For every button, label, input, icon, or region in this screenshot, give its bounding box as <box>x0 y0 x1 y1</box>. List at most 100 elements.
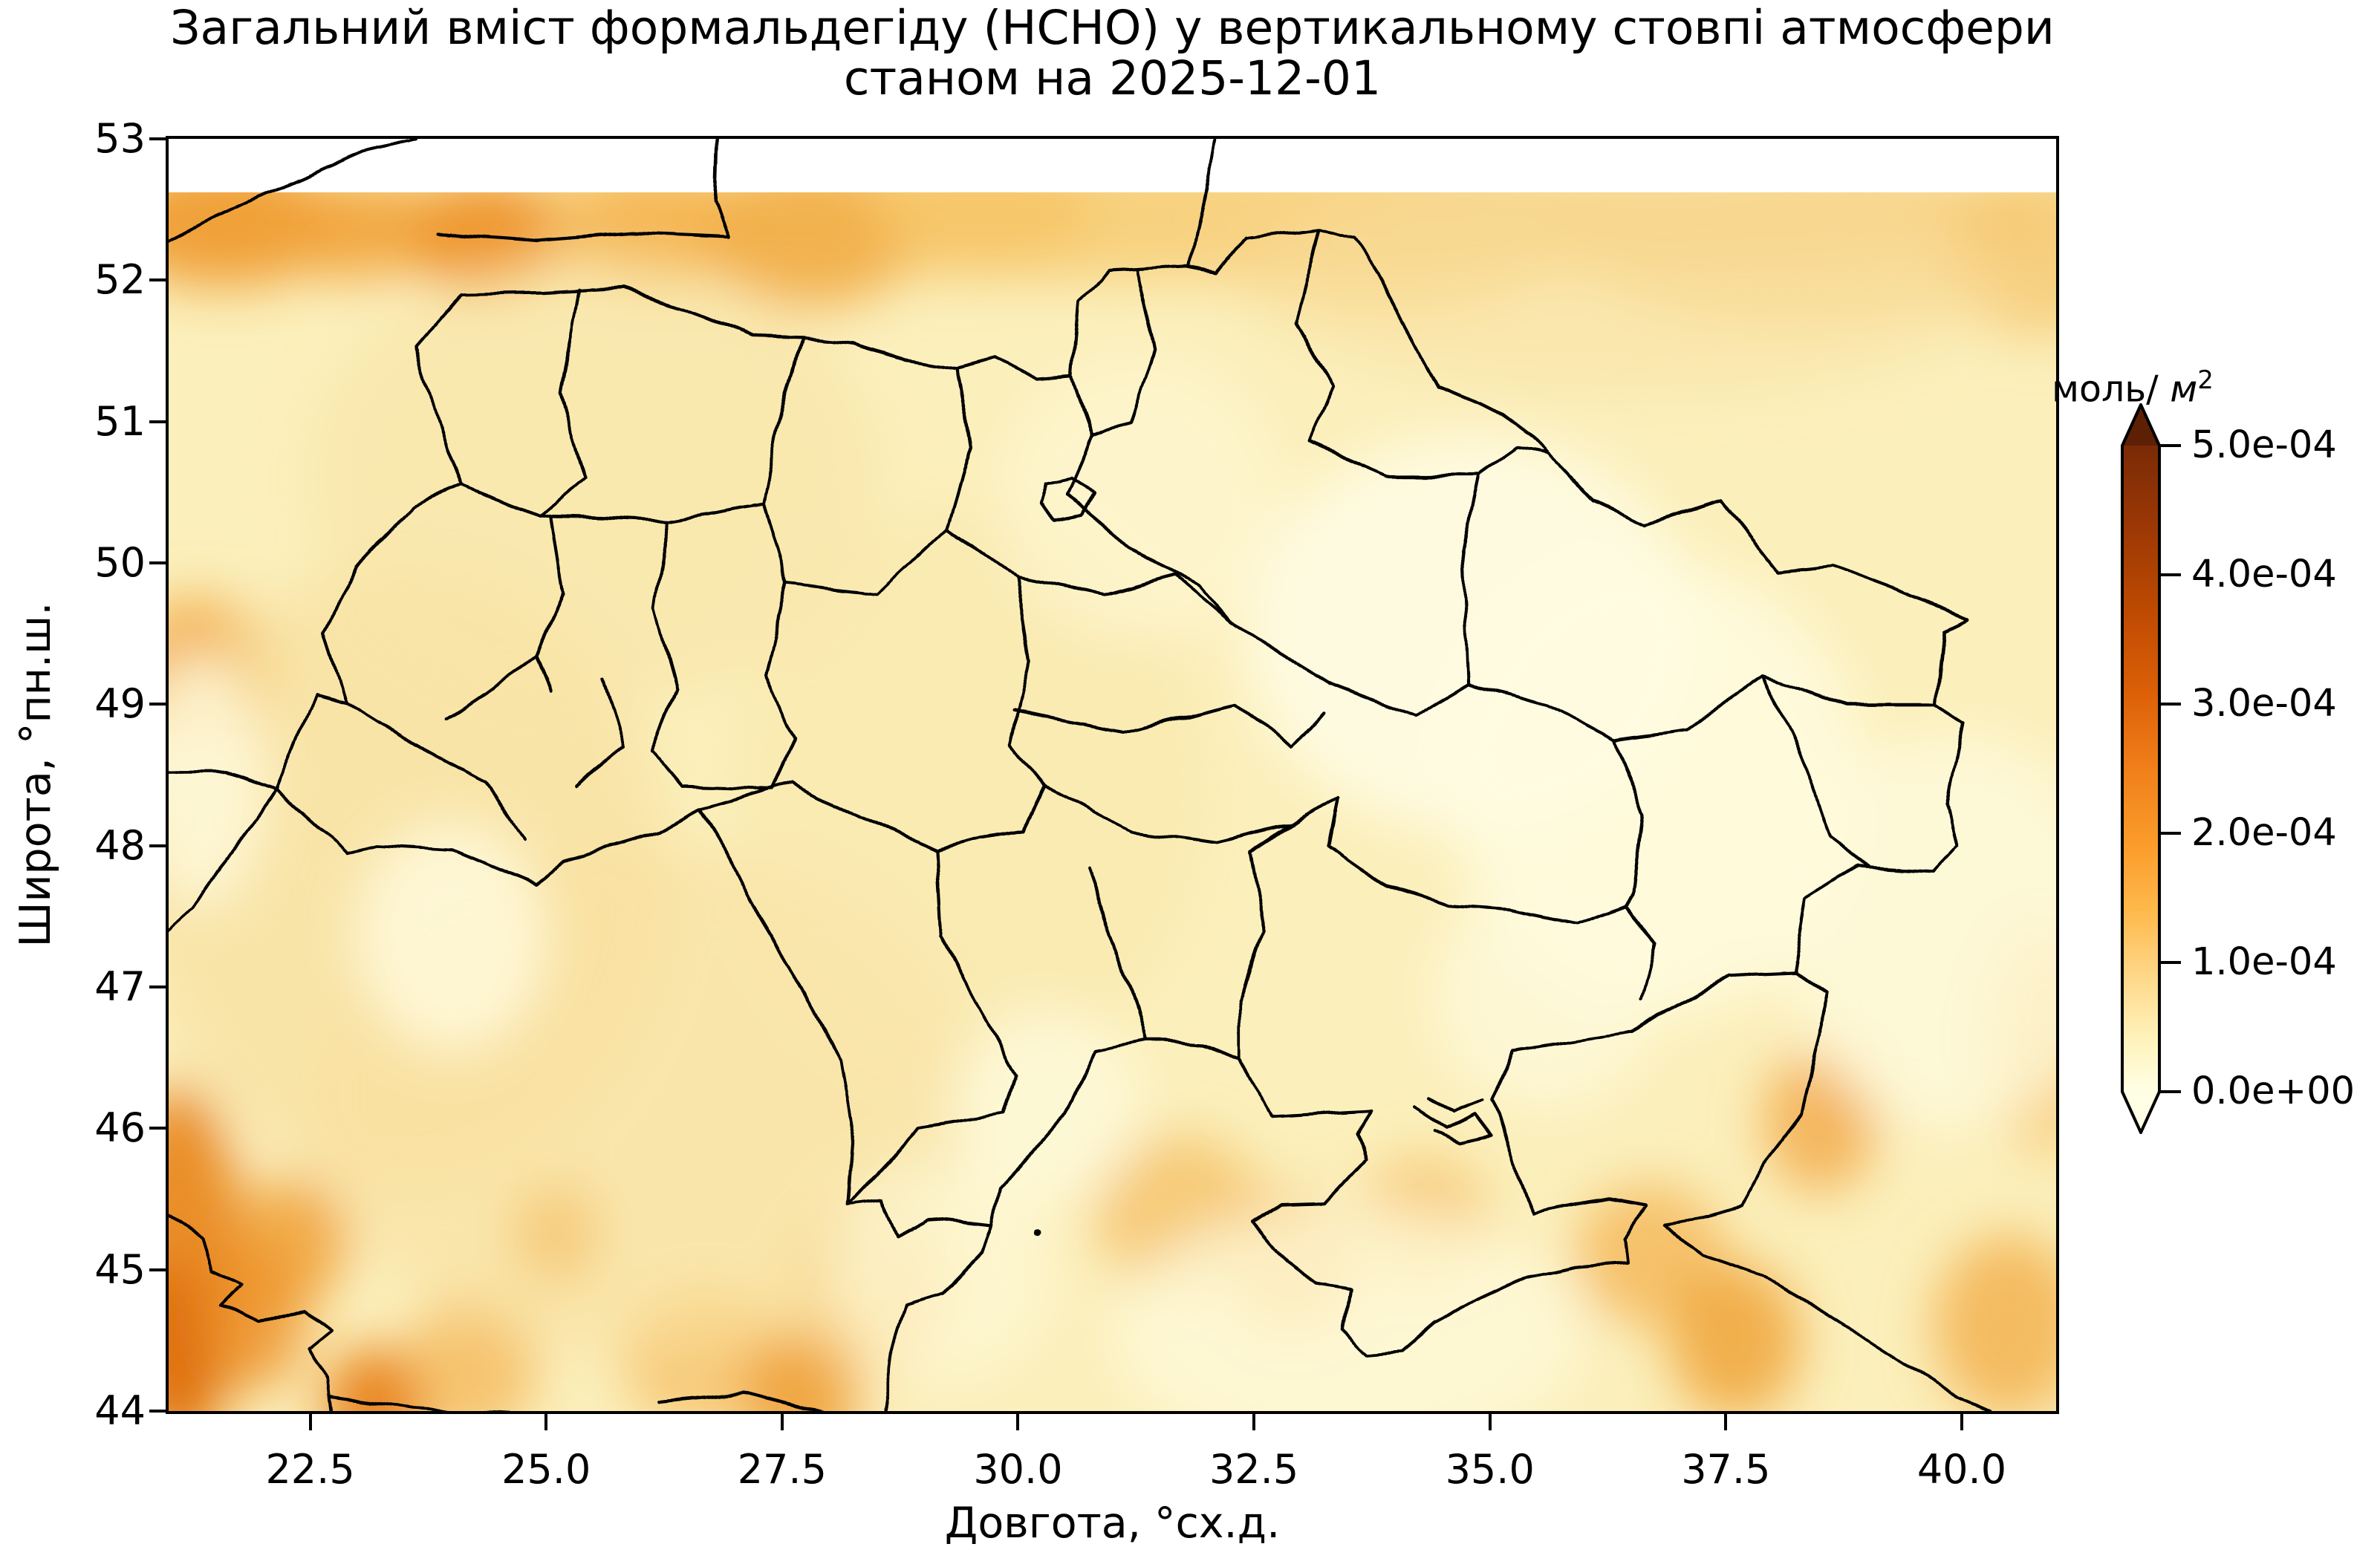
y-tick-label: 51 <box>94 397 146 445</box>
x-tick-label: 25.0 <box>501 1446 591 1493</box>
no-data-strip <box>169 139 2056 192</box>
x-tick-mark <box>1960 1414 1963 1430</box>
y-tick-label: 50 <box>94 538 146 586</box>
belarus-admin-vertical <box>712 139 729 240</box>
colorbar-gradient <box>2121 403 2161 1134</box>
russia-azov-black-sea-coast <box>1662 971 1992 1411</box>
x-tick-mark <box>544 1414 548 1430</box>
title-line-1: Загальний вміст формальдегіду (HCHO) у в… <box>170 1 2055 55</box>
oblast-rivne-zhytomyr <box>761 336 804 506</box>
romania-black-sea-coast <box>882 1225 994 1411</box>
ukraine-heatmap <box>169 139 2056 1411</box>
snake-island <box>1033 1230 1040 1237</box>
oblast-kherson-dnipro-zaporizhzhia <box>1327 794 1657 1003</box>
y-tick-label: 46 <box>94 1104 146 1152</box>
x-tick-label: 27.5 <box>737 1446 827 1493</box>
y-tick-label: 53 <box>94 115 146 162</box>
oblast-vinnytsia-cherkasy-vertical <box>1009 575 1047 833</box>
x-tick-mark <box>1016 1414 1020 1430</box>
y-tick-mark <box>149 1127 166 1130</box>
oblast-kyiv-cherkasy-dnieper <box>1065 493 1232 625</box>
kyiv-city-loop <box>1038 476 1093 523</box>
colorbar-tick-label: 1.0e-04 <box>2191 940 2337 984</box>
oblast-lviv-ternopil <box>535 515 565 695</box>
y-tick-mark <box>149 137 166 140</box>
colorbar-tick-label: 2.0e-04 <box>2191 811 2337 855</box>
colorbar-tick-mark <box>2160 1090 2181 1093</box>
y-tick-mark <box>149 420 166 423</box>
colorbar-tick-mark <box>2160 703 2181 706</box>
belarus-admin-horizontal <box>436 232 729 243</box>
y-tick-mark <box>149 703 166 706</box>
oblast-poltava-kharkiv <box>1461 473 1480 685</box>
oblast-kirovohrad-south <box>1042 784 1341 844</box>
oblast-donetsk-luhansk <box>1762 674 1869 869</box>
serbia-romania-border <box>169 1214 333 1411</box>
field-hotspots <box>169 192 2056 1411</box>
x-tick-label: 22.5 <box>265 1446 355 1493</box>
oblast-north-west-horizontal <box>459 483 765 523</box>
colorbar-unit-label: моль/ м2 <box>2052 359 2214 410</box>
oblast-ternopil-chernivtsi <box>573 677 625 788</box>
y-tick-label: 47 <box>94 962 146 1010</box>
moldova-romania-border <box>697 807 855 1205</box>
romania-bulgaria-danube-west <box>329 1395 488 1411</box>
sivash-lagoon-1 <box>1412 1105 1494 1144</box>
y-tick-mark <box>149 1409 166 1413</box>
oblast-khmelnytskyi-vinnytsia <box>761 502 796 791</box>
y-tick-label: 44 <box>94 1387 146 1434</box>
romania-bulgaria-danube-east <box>657 1391 820 1411</box>
x-tick-mark <box>780 1414 784 1430</box>
colorbar-unit-base: м <box>2170 368 2198 411</box>
oblast-zakarpattia-ridge <box>344 700 524 841</box>
x-tick-label: 35.0 <box>1445 1446 1535 1493</box>
colorbar-tick-label: 3.0e-04 <box>2191 682 2337 726</box>
x-tick-mark <box>308 1414 312 1430</box>
x-tick-mark <box>1488 1414 1492 1430</box>
map-plot-area <box>166 136 2059 1414</box>
y-tick-label: 52 <box>94 256 146 304</box>
title-line-2: станом на 2025-12-01 <box>843 51 1382 105</box>
oblast-lviv-ivanofrankivsk <box>445 653 539 720</box>
colorbar-tick-label: 4.0e-04 <box>2191 553 2337 596</box>
x-axis-label: Довгота, °сх.д. <box>944 1499 1281 1548</box>
ukraine-outline <box>276 226 1968 1356</box>
oblast-cherkasy-kirovohrad <box>1011 703 1327 749</box>
oblast-zhytomyr-kyiv <box>946 366 973 530</box>
oblast-mykolaiv-kherson <box>1238 822 1294 1060</box>
oblast-sumy-poltava <box>1309 441 1550 478</box>
oblast-dnipro-donetsk <box>1613 737 1645 907</box>
oblast-chernivtsi-vinnytsia <box>681 784 773 791</box>
hungary-romania-border <box>169 787 279 932</box>
oblast-chernihiv-kyiv-east <box>1090 267 1157 440</box>
colorbar-tick-mark <box>2160 961 2181 964</box>
slovakia-hungary-border <box>169 770 279 791</box>
x-tick-mark <box>1724 1414 1728 1430</box>
oblast-poltava-dnipro <box>1229 620 1471 717</box>
sivash-lagoon-2 <box>1426 1095 1484 1113</box>
oblast-odesa-mykolaiv <box>1087 865 1148 1043</box>
y-axis-label: Широта, °пн.ш. <box>11 602 60 948</box>
chart-title: Загальний вміст формальдегіду (HCHO) у в… <box>169 3 2056 104</box>
oblast-kharkiv-donetsk-luhansk <box>1467 674 1937 742</box>
colorbar-tick-mark <box>2160 832 2181 835</box>
y-tick-label: 45 <box>94 1245 146 1293</box>
y-tick-label: 48 <box>94 821 146 869</box>
y-tick-label: 49 <box>94 680 146 728</box>
colorbar-tick-mark <box>2160 573 2181 576</box>
x-tick-label: 40.0 <box>1916 1446 2007 1493</box>
x-tick-label: 32.5 <box>1209 1446 1299 1493</box>
belarus-russia-border <box>1188 139 1216 268</box>
oblast-ternopil-khmelnytskyi <box>650 518 685 788</box>
oblast-vinnytsia-odesa <box>936 830 1024 852</box>
oblast-volyn-rivne <box>539 288 588 518</box>
admin-borders <box>169 139 1992 1411</box>
x-tick-label: 30.0 <box>973 1446 1063 1493</box>
y-tick-mark <box>149 844 166 847</box>
colorbar-unit-prefix: моль/ <box>2052 368 2171 411</box>
y-tick-mark <box>149 561 166 564</box>
colorbar-tick-label: 5.0e-04 <box>2191 423 2337 467</box>
x-tick-label: 37.5 <box>1681 1446 1771 1493</box>
poland-admin-line <box>169 139 417 243</box>
x-tick-mark <box>1252 1414 1256 1430</box>
